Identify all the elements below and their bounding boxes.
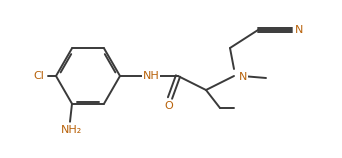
Text: N: N <box>239 72 247 82</box>
Text: Cl: Cl <box>34 71 44 81</box>
Text: NH: NH <box>143 71 159 81</box>
Text: N: N <box>295 25 303 35</box>
Text: O: O <box>165 101 173 111</box>
Text: NH₂: NH₂ <box>61 125 83 135</box>
